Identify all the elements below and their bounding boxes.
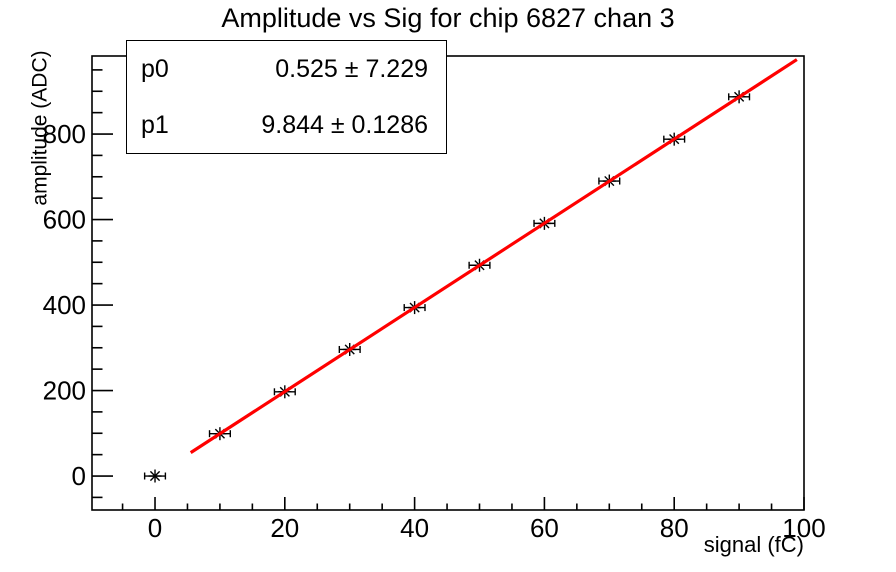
- x-tick-label: 40: [400, 513, 429, 543]
- stats-p0-value: 0.525 ± 7.229: [275, 54, 428, 83]
- x-tick-label: 100: [782, 513, 825, 543]
- y-tick-label: 400: [43, 290, 86, 320]
- x-tick-label: 20: [270, 513, 299, 543]
- y-tick-label: 600: [43, 205, 86, 235]
- y-tick-label: 800: [43, 119, 86, 149]
- x-tick-label: 0: [148, 513, 162, 543]
- data-point-marker: [149, 470, 161, 482]
- stats-p1-label: p1: [141, 110, 169, 139]
- fit-line: [189, 58, 798, 454]
- y-tick-label: 200: [43, 376, 86, 406]
- x-axis-title: signal (fC): [703, 532, 804, 557]
- fit-stats-box: p0 0.525 ± 7.229 p1 9.844 ± 0.1286: [126, 40, 447, 154]
- stats-row-p0: p0 0.525 ± 7.229: [127, 41, 446, 97]
- y-axis-title: amplitude (ADC): [28, 50, 52, 206]
- stats-p0-label: p0: [141, 54, 169, 83]
- x-tick-label: 80: [660, 513, 689, 543]
- y-tick-label: 0: [72, 461, 86, 491]
- chart-title: Amplitude vs Sig for chip 6827 chan 3: [221, 3, 675, 33]
- x-tick-label: 60: [530, 513, 559, 543]
- stats-p1-value: 9.844 ± 0.1286: [261, 110, 428, 139]
- stats-row-p1: p1 9.844 ± 0.1286: [127, 97, 446, 153]
